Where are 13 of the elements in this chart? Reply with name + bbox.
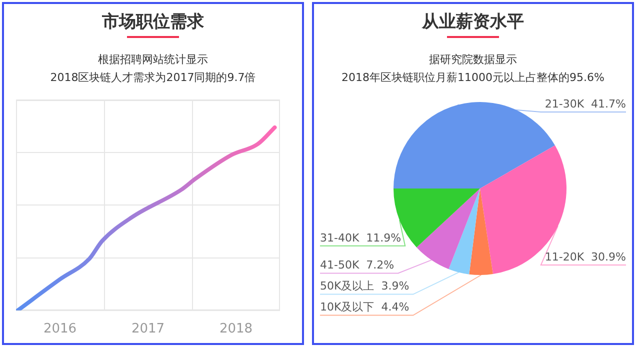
slice-label: 41-50K 7.2%	[320, 258, 394, 272]
x-tick-label: 2018	[219, 322, 253, 337]
slice-label: 10K及以下 4.4%	[320, 300, 410, 314]
x-tick-label: 2016	[43, 322, 77, 337]
slice-label: 50K及以上 3.9%	[320, 280, 410, 293]
chart-title: 从业薪资水平	[422, 12, 524, 32]
chart-title: 市场职位需求	[102, 12, 204, 32]
slice-label: 21-30K 41.7%	[544, 97, 626, 110]
x-tick-label: 2017	[131, 322, 165, 337]
slice-label: 31-40K 11.9%	[320, 231, 402, 244]
chart-subtitle: 据研究院数据显示 2018年区块链职位月薪11000元以上占整体的95.6%	[340, 52, 606, 86]
chart-subtitle: 根据招聘网站统计显示 2018区块链人才需求为2017同期的9.7倍	[49, 52, 257, 86]
slice-label: 11-20K 30.9%	[544, 250, 626, 264]
